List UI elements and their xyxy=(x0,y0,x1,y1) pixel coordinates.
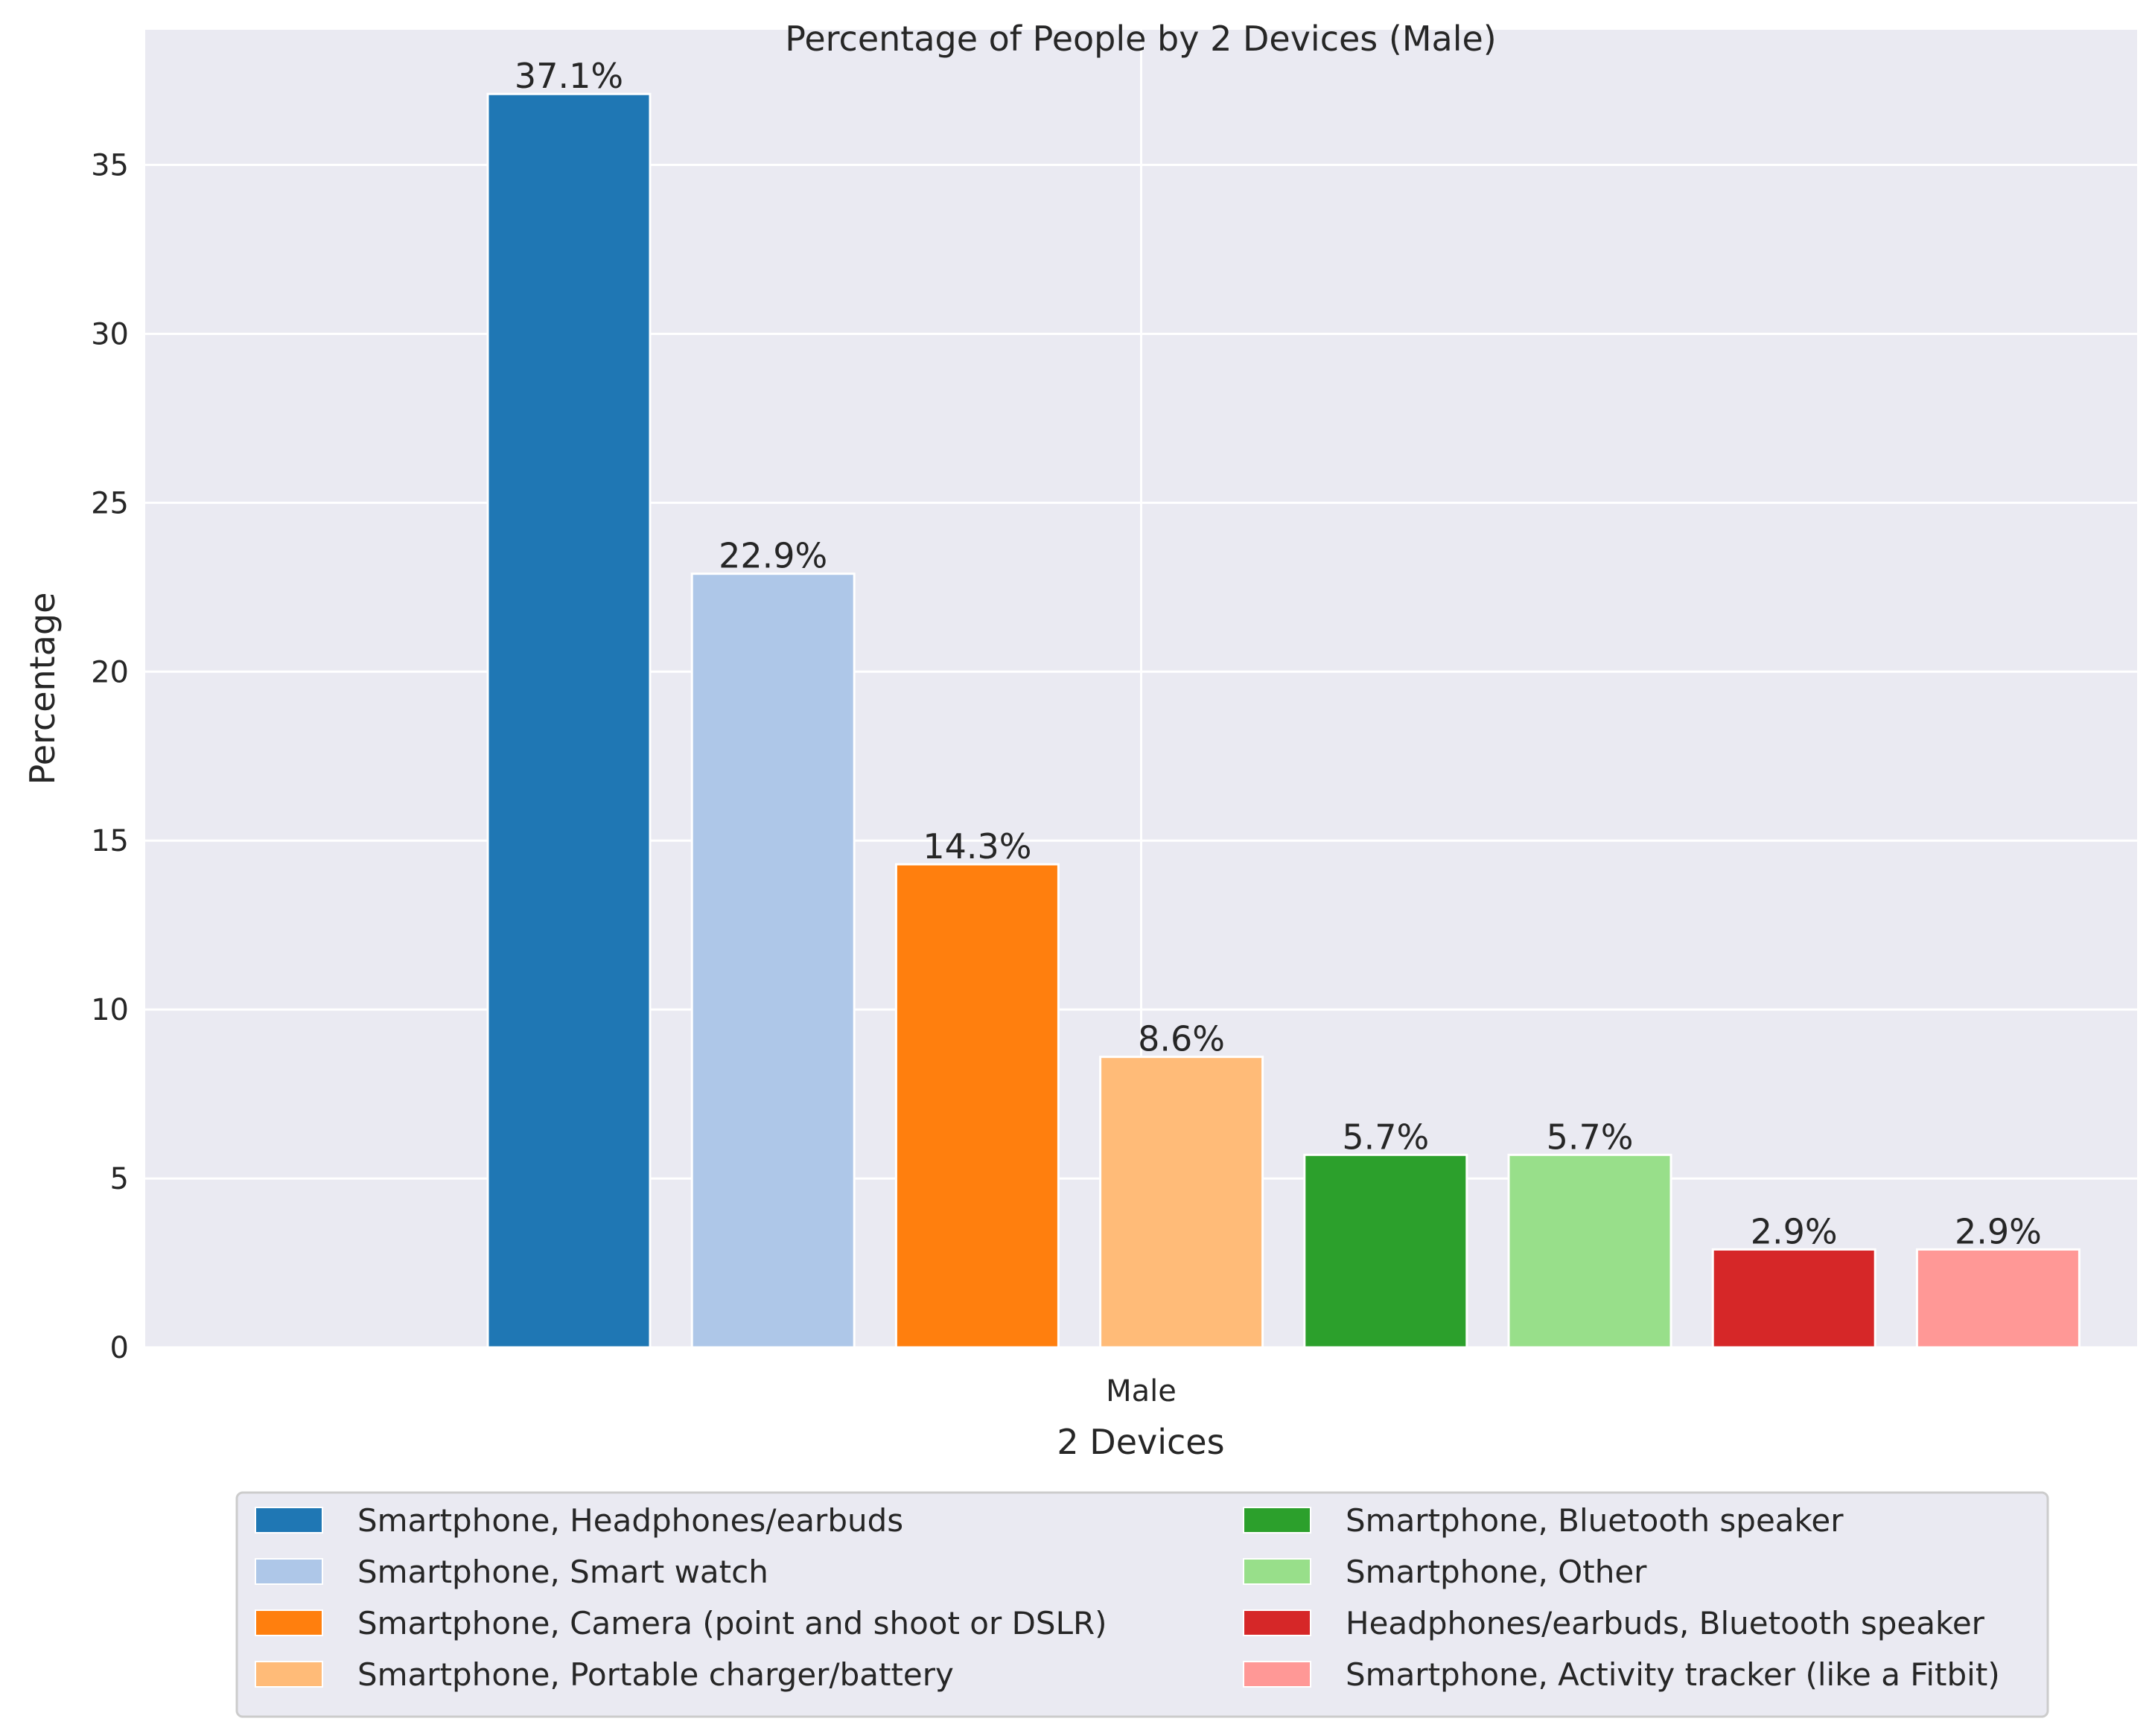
y-tick-label: 15 xyxy=(91,824,129,858)
legend-entry-label: Smartphone, Bluetooth speaker xyxy=(1346,1502,1844,1539)
bar-value-label: 8.6% xyxy=(1138,1019,1225,1059)
y-tick-label: 20 xyxy=(91,655,129,689)
legend-swatch xyxy=(1243,1661,1311,1688)
legend-swatch xyxy=(1243,1609,1311,1636)
bar-value-label: 5.7% xyxy=(1547,1117,1634,1157)
gridlines xyxy=(145,30,2137,1349)
legend-entry-label: Smartphone, Smart watch xyxy=(357,1554,768,1590)
bar-value-label: 2.9% xyxy=(1751,1211,1838,1251)
y-tick-label: 25 xyxy=(91,486,129,520)
value-labels: 37.1% 22.9% 14.3% 8.6% 5.7% 5.7% 2.9% 2.9% xyxy=(515,56,2042,1251)
legend-entry-label: Smartphone, Other xyxy=(1346,1554,1647,1590)
bar xyxy=(1507,1153,1672,1349)
bar xyxy=(690,572,856,1349)
legend-frame xyxy=(235,1491,2049,1718)
bar xyxy=(1099,1056,1264,1349)
y-axis-title: Percentage xyxy=(22,593,63,785)
bars xyxy=(486,92,2081,1349)
x-axis-title: 2 Devices xyxy=(1057,1422,1224,1462)
bar xyxy=(1915,1248,2081,1349)
legend-entry-label: Smartphone, Activity tracker (like a Fit… xyxy=(1346,1656,2000,1693)
legend-swatch xyxy=(1243,1558,1311,1585)
y-tick-label: 0 xyxy=(110,1331,129,1365)
legend-swatch xyxy=(255,1661,323,1688)
y-tick-label: 5 xyxy=(110,1162,129,1196)
bar xyxy=(486,92,652,1349)
legend-swatch xyxy=(1243,1507,1311,1534)
legend-swatch xyxy=(255,1558,323,1585)
y-tick-label: 35 xyxy=(91,149,129,183)
legend-swatch xyxy=(255,1507,323,1534)
bar xyxy=(1303,1153,1468,1349)
bar-value-label: 5.7% xyxy=(1342,1117,1429,1157)
bar-value-label: 2.9% xyxy=(1955,1211,2042,1251)
y-axis-ticks: 0 5 10 15 20 25 30 35 xyxy=(91,149,129,1365)
legend-entry-label: Headphones/earbuds, Bluetooth speaker xyxy=(1346,1605,1985,1641)
legend: Smartphone, Headphones/earbuds Smartphone… xyxy=(235,1491,2049,1718)
chart-title: Percentage of People by 2 Devices (Male) xyxy=(785,19,1497,59)
bar-value-label: 22.9% xyxy=(719,536,827,576)
x-tick-label: Male xyxy=(1106,1374,1177,1408)
y-tick-label: 10 xyxy=(91,993,129,1027)
legend-entry-label: Smartphone, Headphones/earbuds xyxy=(357,1502,903,1539)
bar xyxy=(1711,1248,1876,1349)
legend-entry-label: Smartphone, Portable charger/battery xyxy=(357,1656,954,1693)
legend-entry-label: Smartphone, Camera (point and shoot or D… xyxy=(357,1605,1107,1641)
bar xyxy=(894,863,1060,1349)
bar-value-label: 37.1% xyxy=(515,56,623,96)
y-tick-label: 30 xyxy=(91,317,129,351)
x-axis-ticks: Male xyxy=(1106,1374,1177,1408)
legend-swatch xyxy=(255,1609,323,1636)
bar-value-label: 14.3% xyxy=(923,826,1031,867)
